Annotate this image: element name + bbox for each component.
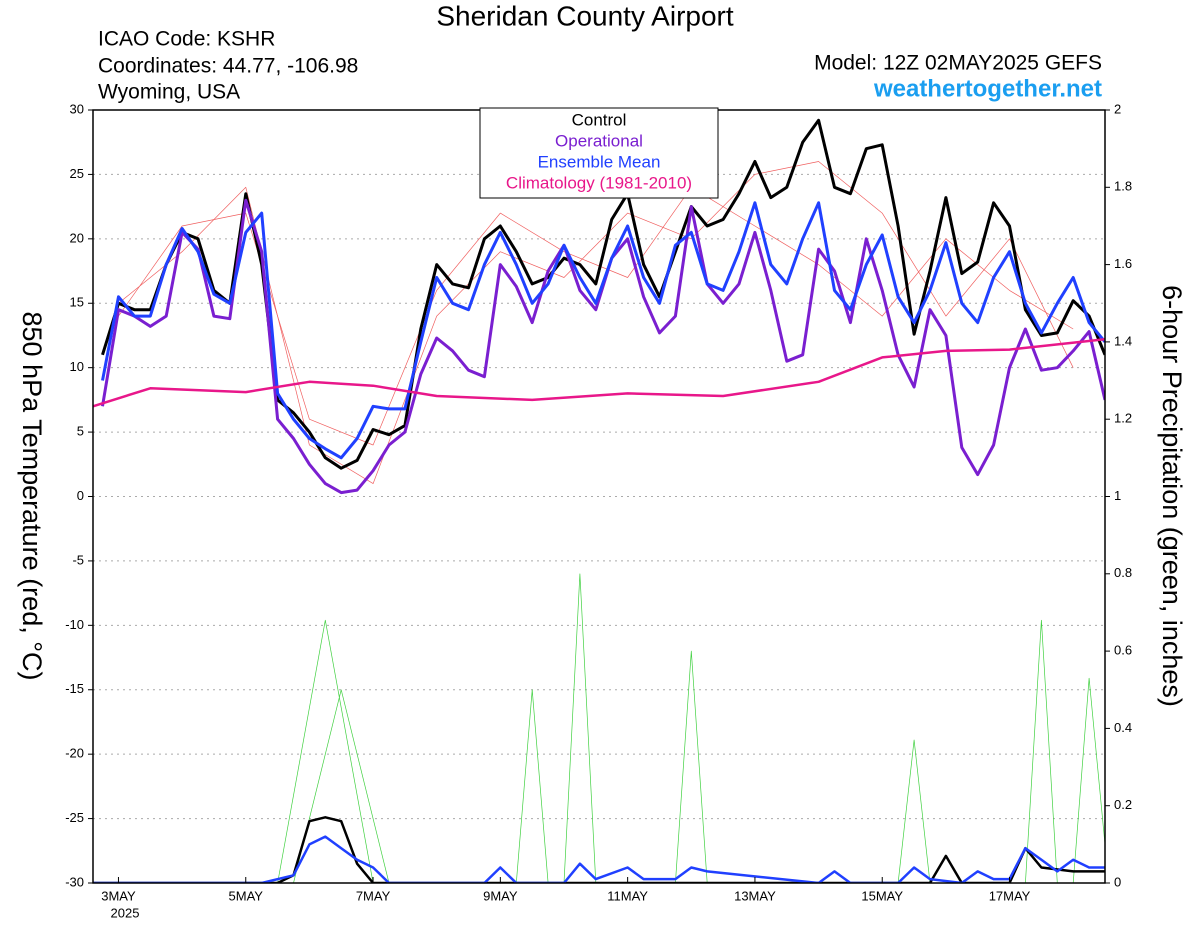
x-tick-label: 3MAY (101, 888, 136, 903)
x-tick-label: 13MAY (734, 888, 776, 903)
series-line (118, 186, 1074, 446)
y-tick-label: -20 (65, 746, 84, 761)
y-tick-label: -5 (72, 552, 84, 567)
series-line (293, 677, 1105, 883)
model-text: Model: 12Z 02MAY2025 GEFS (814, 52, 1102, 75)
legend-entry: Control (572, 110, 627, 129)
legend: Control Operational Ensemble Mean Climatolo… (479, 107, 719, 199)
info-text: Wyoming, USA (98, 81, 240, 104)
y-tick-label: 15 (70, 295, 84, 310)
y2-tick-label: 1.2 (1114, 411, 1132, 426)
legend-entry: Operational (555, 131, 643, 150)
y2-tick-label: 0.4 (1114, 720, 1132, 735)
y2-tick-label: 2 (1114, 101, 1121, 116)
y2-tick-label: 1 (1114, 488, 1121, 503)
y2-tick-label: 0.2 (1114, 797, 1132, 812)
year-label: 2025 (111, 905, 140, 920)
series-line (93, 338, 1105, 408)
y2-axis-label: 6-hour Precipitation (green, inches) (1157, 285, 1187, 707)
x-tick-label: 17MAY (989, 888, 1031, 903)
y2-tick-label: 1.4 (1114, 333, 1132, 348)
y2-tick-label: 1.6 (1114, 256, 1132, 271)
y2-tick-label: 0.6 (1114, 643, 1132, 658)
plot-lines (93, 118, 1105, 883)
series-line (277, 573, 1058, 883)
y2-tick-label: 0 (1114, 874, 1121, 889)
x-tick-label: 5MAY (229, 888, 264, 903)
y2-tick-label: 0.8 (1114, 565, 1132, 580)
legend-entry: Ensemble Mean (538, 152, 661, 171)
series-line (93, 835, 1105, 883)
site-link[interactable]: weathertogether.net (873, 75, 1102, 102)
y-tick-label: 0 (77, 488, 84, 503)
y-tick-label: -25 (65, 810, 84, 825)
legend-entry: Climatology (1981-2010) (506, 173, 692, 192)
x-tick-label: 15MAY (861, 888, 903, 903)
info-text: Coordinates: 44.77, -106.98 (98, 55, 358, 78)
y-tick-label: -15 (65, 681, 84, 696)
y-tick-label: 5 (77, 424, 84, 439)
y-tick-label: -30 (65, 874, 84, 889)
series-line (93, 816, 1105, 883)
y-tick-label: 25 (70, 166, 84, 181)
axes: -30 -25 -20 -15 -10 -5 0 5 10 15 20 25 30 0 0.2 0.4 0.6 0… (65, 101, 1132, 903)
legend-box (479, 107, 719, 199)
x-tick-label: 11MAY (607, 888, 648, 903)
y-tick-label: -10 (65, 617, 84, 632)
x-tick-label: 9MAY (483, 888, 518, 903)
chart-title: Sheridan County Airport (436, 0, 734, 31)
info-text: ICAO Code: KSHR (98, 28, 275, 51)
y2-tick-label: 1.8 (1114, 179, 1132, 194)
y-axis-label: 850 hPa Temperature (red, °C) (17, 312, 47, 681)
y-tick-label: 10 (70, 359, 84, 374)
series-line (101, 201, 1105, 460)
y-tick-label: 20 (70, 230, 84, 245)
x-tick-label: 7MAY (356, 888, 391, 903)
y-tick-label: 30 (70, 101, 84, 116)
